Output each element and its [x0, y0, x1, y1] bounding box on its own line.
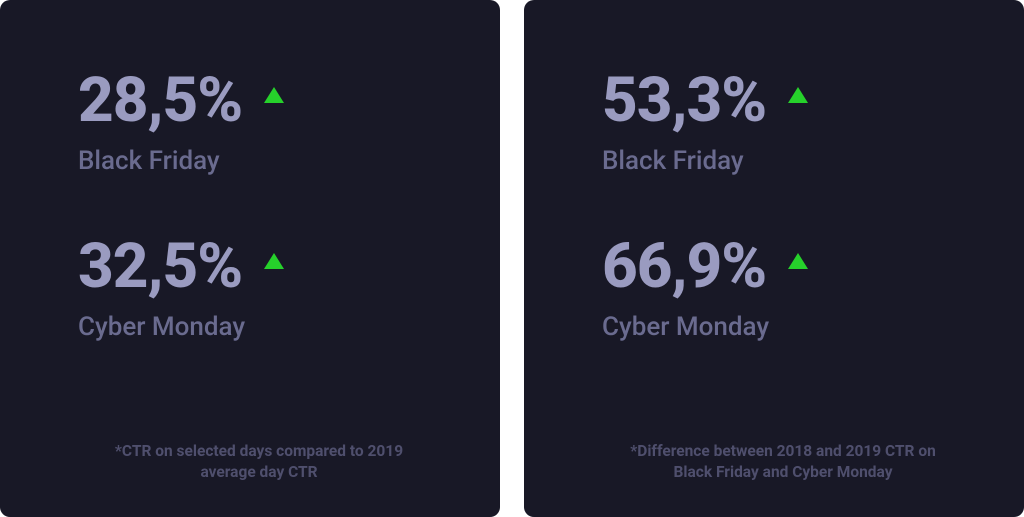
metric-value: 28,5% [78, 70, 242, 132]
metric-value-row: 53,3% [602, 70, 964, 132]
metric-value: 32,5% [78, 236, 242, 298]
trend-up-icon [264, 253, 284, 269]
trend-up-icon [788, 87, 808, 103]
stats-cards-container: 28,5% Black Friday 32,5% Cyber Monday *C… [0, 0, 1024, 517]
card-footnote: *Difference between 2018 and 2019 CTR on… [602, 441, 964, 483]
metric-label: Black Friday [602, 146, 964, 176]
stat-card-left: 28,5% Black Friday 32,5% Cyber Monday *C… [0, 0, 500, 517]
metric-block: 28,5% Black Friday [78, 70, 440, 176]
trend-up-icon [264, 87, 284, 103]
metric-value: 53,3% [602, 70, 766, 132]
metric-block: 53,3% Black Friday [602, 70, 964, 176]
metric-label: Cyber Monday [78, 312, 440, 342]
metric-label: Black Friday [78, 146, 440, 176]
metric-value-row: 66,9% [602, 236, 964, 298]
metric-block: 32,5% Cyber Monday [78, 236, 440, 342]
metric-label: Cyber Monday [602, 312, 964, 342]
metric-value-row: 28,5% [78, 70, 440, 132]
metric-block: 66,9% Cyber Monday [602, 236, 964, 342]
card-footnote: *CTR on selected days compared to 2019 a… [78, 441, 440, 483]
trend-up-icon [788, 253, 808, 269]
metric-value: 66,9% [602, 236, 766, 298]
stat-card-right: 53,3% Black Friday 66,9% Cyber Monday *D… [524, 0, 1024, 517]
metric-value-row: 32,5% [78, 236, 440, 298]
